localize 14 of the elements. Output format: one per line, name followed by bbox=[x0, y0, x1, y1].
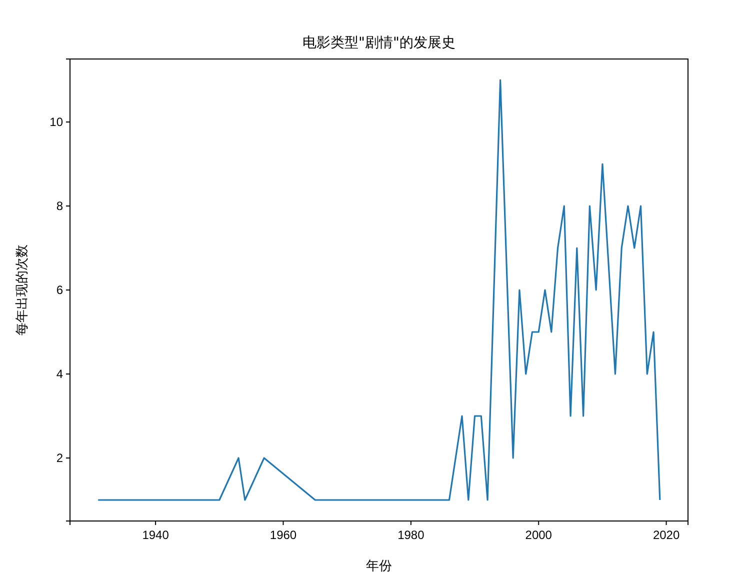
y-tick-label: 4 bbox=[56, 366, 64, 381]
x-tick-label: 1940 bbox=[142, 528, 170, 542]
y-tick-label: 6 bbox=[56, 282, 64, 297]
y-axis-title: 每年出现的次数 bbox=[15, 244, 30, 336]
x-axis-title: 年份 bbox=[366, 559, 392, 574]
x-tick-label: 1980 bbox=[398, 528, 425, 542]
x-tick-label: 1960 bbox=[270, 528, 297, 542]
line-series bbox=[97, 79, 661, 501]
x-tick-label: 2000 bbox=[525, 528, 552, 542]
y-tick-label: 2 bbox=[56, 450, 64, 465]
chart-title: 电影类型"剧情"的发展史 bbox=[302, 35, 456, 51]
y-tick-label: 8 bbox=[56, 198, 64, 213]
x-tick-label: 2020 bbox=[652, 528, 680, 542]
y-tick-label: 10 bbox=[50, 114, 64, 129]
